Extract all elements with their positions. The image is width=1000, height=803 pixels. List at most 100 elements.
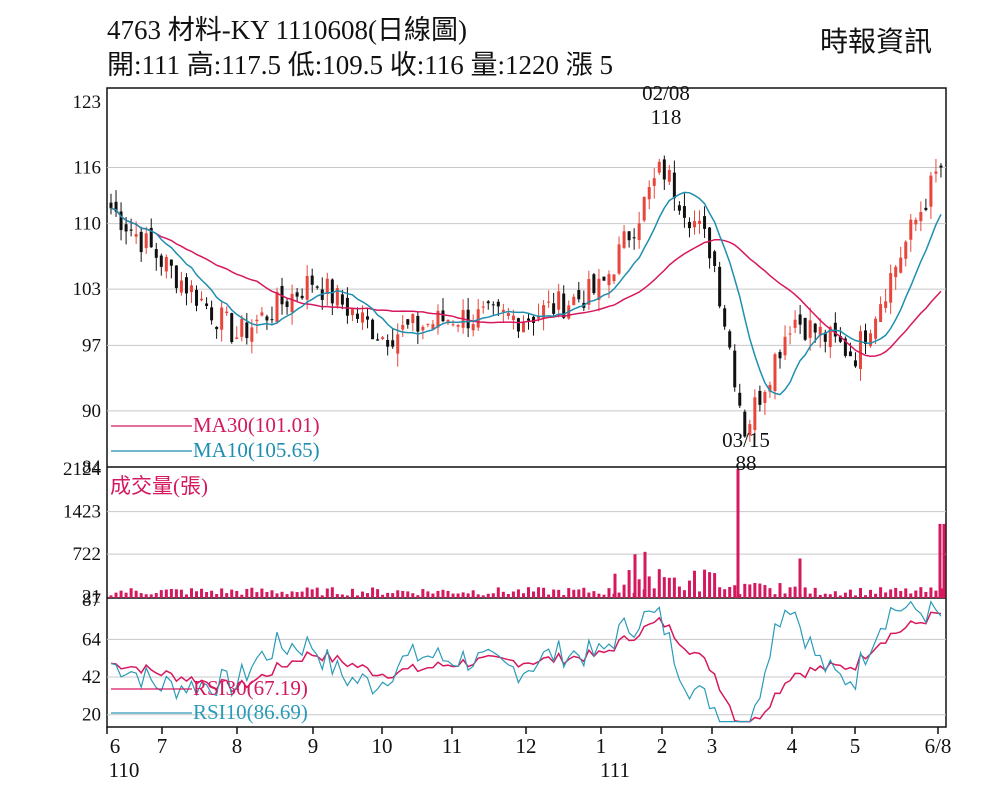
candle-body — [758, 390, 762, 405]
volume-bar — [843, 592, 847, 598]
volume-bar — [391, 593, 395, 598]
rsi-legend-label: RSI10(86.69) — [193, 700, 308, 724]
volume-bar — [637, 579, 641, 598]
volume-bar — [361, 591, 365, 598]
candle-body — [300, 295, 304, 299]
ma-legend-label: MA30(101.01) — [193, 413, 320, 437]
candle-body — [109, 202, 113, 209]
candle-body — [793, 319, 797, 328]
volume-bar — [320, 595, 324, 598]
volume-bar — [315, 587, 319, 598]
candle-body — [703, 216, 707, 229]
candle-body — [371, 319, 375, 340]
volume-bar — [869, 589, 873, 598]
volume-bar — [919, 587, 923, 598]
candle-body — [431, 324, 435, 330]
volume-bar — [532, 591, 536, 598]
candle-body — [748, 424, 752, 436]
candle-body — [466, 309, 470, 329]
candle-body — [728, 331, 732, 348]
candle-body — [823, 332, 827, 342]
volume-label: 成交量(張) — [110, 474, 208, 498]
volume-bar — [179, 589, 183, 598]
volume-bar — [647, 576, 651, 598]
candle-body — [235, 337, 239, 339]
candle-body — [677, 205, 681, 211]
volume-bar — [592, 591, 596, 598]
candle-body — [672, 172, 676, 199]
volume-bar — [129, 588, 133, 598]
volume-bar — [894, 587, 898, 598]
volume-bar — [275, 593, 279, 598]
candle-body — [275, 291, 279, 323]
volume-bar — [139, 593, 143, 598]
volume-bar — [144, 594, 148, 598]
candle-body — [642, 196, 646, 221]
candle-body — [682, 206, 686, 218]
candle-body — [934, 171, 938, 174]
candle-body — [149, 227, 153, 248]
volume-bar — [210, 590, 214, 598]
x-tick-label: 3 — [707, 734, 718, 758]
candle-body — [481, 306, 485, 308]
volume-bar — [114, 592, 118, 598]
candle-body — [557, 291, 561, 310]
candle-body — [879, 304, 883, 322]
candle-body — [904, 241, 908, 259]
candle-body — [335, 288, 339, 306]
volume-bar — [808, 593, 812, 598]
candle-body — [144, 233, 148, 249]
candle-body — [667, 169, 671, 182]
candle-body — [255, 319, 259, 322]
candle-body — [884, 301, 888, 308]
volume-spike — [942, 523, 946, 598]
volume-bar — [164, 589, 168, 598]
volume-bar — [667, 577, 671, 598]
candle-body — [179, 280, 183, 293]
candle-body — [723, 308, 727, 327]
volume-bar — [416, 595, 420, 598]
candle-body — [184, 277, 188, 294]
candle-body — [537, 315, 541, 319]
volume-tick-label: 722 — [73, 544, 102, 565]
volume-bar — [511, 591, 515, 598]
candle-body — [612, 274, 616, 281]
volume-bar — [325, 588, 329, 598]
volume-bar — [597, 593, 601, 598]
peak-price-label: 118 — [651, 105, 682, 129]
candle-body — [738, 392, 742, 406]
candle-body — [743, 411, 747, 437]
volume-tick-label: 2124 — [63, 459, 102, 480]
volume-bar — [537, 587, 541, 598]
volume-bar — [109, 595, 113, 598]
volume-bar — [501, 591, 505, 598]
volume-bar — [305, 587, 309, 598]
candle-body — [692, 221, 696, 228]
volume-bar — [687, 580, 691, 598]
candle-body — [345, 297, 349, 316]
volume-bar — [330, 587, 334, 598]
volume-bar — [340, 594, 344, 598]
candle-body — [189, 285, 193, 293]
x-tick-label: 5 — [850, 734, 861, 758]
ma-legend-label: MA10(105.65) — [193, 438, 320, 462]
trough-date-label: 03/15 — [722, 428, 770, 452]
volume-bar — [466, 593, 470, 598]
candle-body — [894, 266, 898, 278]
candle-body — [778, 352, 782, 359]
candle-body — [602, 276, 606, 281]
volume-bar — [521, 593, 525, 598]
rsi-tick-label: 20 — [82, 705, 101, 726]
candle-body — [240, 318, 244, 337]
candle-body — [496, 301, 500, 307]
candle-body — [340, 294, 344, 305]
volume-bar — [230, 589, 234, 598]
volume-bar — [386, 592, 390, 598]
candle-body — [401, 324, 405, 330]
x-tick-label: 7 — [157, 734, 168, 758]
volume-bar — [909, 593, 913, 598]
candle-body — [818, 326, 822, 336]
volume-bar — [355, 595, 359, 598]
volume-bar — [184, 594, 188, 598]
